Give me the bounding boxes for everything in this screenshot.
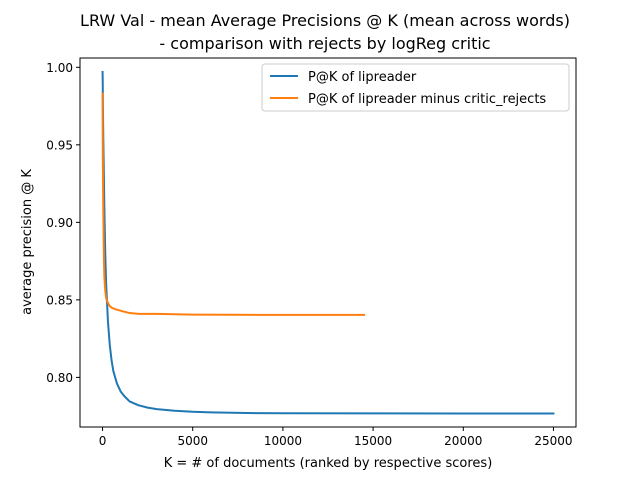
x-tick-label: 25000 (534, 434, 572, 448)
plot-area-frame (79, 57, 577, 428)
y-tick-label: 1.00 (46, 61, 73, 75)
series-line-1 (101, 92, 366, 316)
legend-box (261, 63, 570, 112)
y-tick-label: 0.90 (46, 216, 73, 230)
series-layer (101, 70, 555, 415)
y-tick-label: 0.95 (46, 138, 73, 152)
y-tick-label: 0.80 (46, 371, 73, 385)
legend-label-critic-rejects: P@K of lipreader minus critic_rejects (308, 92, 546, 107)
x-tick-label: 20000 (444, 434, 482, 448)
x-tick-label: 10000 (264, 434, 302, 448)
x-axis-label: K = # of documents (ranked by respective… (164, 456, 493, 471)
x-tick-label: 5000 (177, 434, 208, 448)
legend-label-lipreader: P@K of lipreader (308, 70, 417, 85)
legend: P@K of lipreader P@K of lipreader minus … (261, 63, 570, 112)
y-axis-label: average precision @ K (20, 169, 35, 315)
ticks-layer: 0 5000 10000 15000 20000 25000 0.80 0.85 0.90 0.9… (46, 61, 572, 448)
x-tick-label: 15000 (354, 434, 392, 448)
chart-title-line1: LRW Val - mean Average Precisions @ K (m… (80, 11, 570, 30)
x-tick-label: 0 (99, 434, 107, 448)
y-tick-label: 0.85 (46, 293, 73, 307)
chart-title-line2: - comparison with rejects by logReg crit… (159, 34, 490, 53)
